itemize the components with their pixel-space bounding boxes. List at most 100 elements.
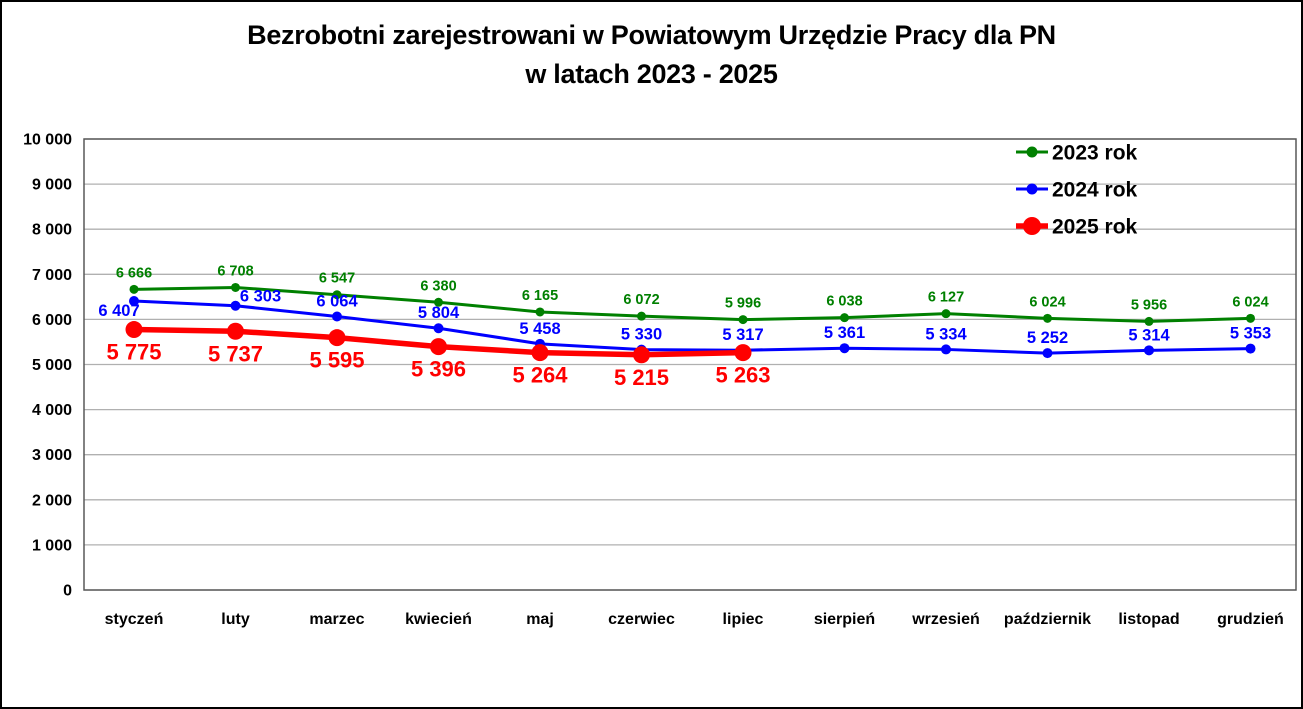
data-point-label: 6 303	[240, 288, 281, 306]
y-tick-label: 6 000	[32, 312, 72, 329]
gridlines	[84, 138, 1296, 591]
legend-label: 2024 rok	[1052, 179, 1138, 202]
data-point-marker	[637, 311, 646, 321]
data-point-marker	[1144, 316, 1154, 326]
y-tick-label: 7 000	[32, 267, 72, 284]
data-point-marker	[1043, 313, 1052, 323]
series-labels-2024-rok: 6 407 6 303 6 064 5 804 5 458 5 330 5 317 5 361…	[98, 288, 1271, 347]
data-point-marker	[1144, 345, 1154, 356]
data-point-marker	[1042, 348, 1053, 359]
data-point-label: 5 361	[824, 324, 865, 342]
legend-label: 2023 rok	[1052, 142, 1138, 165]
data-point-marker	[1246, 313, 1255, 323]
x-category-label: październik	[1004, 611, 1091, 628]
data-point-marker	[839, 343, 850, 354]
series-2023-rok	[129, 282, 1255, 326]
x-category-label: kwiecień	[405, 611, 472, 628]
y-axis-labels: 0 1 000 2 000 3 000 4 000 5 000 6 000 7 000 8 00…	[23, 132, 72, 600]
y-tick-label: 3 000	[32, 447, 72, 464]
legend-marker	[1026, 146, 1038, 158]
y-tick-label: 8 000	[32, 222, 72, 239]
data-point-marker	[941, 344, 951, 355]
data-point-label: 5 956	[1131, 297, 1167, 313]
y-tick-label: 2 000	[32, 492, 72, 509]
y-tick-label: 1 000	[32, 537, 72, 554]
legend-marker	[1026, 183, 1038, 195]
data-point-label: 6 072	[623, 292, 659, 308]
data-point-label: 5 334	[925, 325, 967, 343]
data-point-marker	[434, 297, 443, 307]
data-point-label: 5 317	[722, 326, 763, 344]
x-category-label: grudzień	[1217, 611, 1284, 628]
legend-item-2023-rok: 2023 rok	[1016, 142, 1138, 165]
legend: 2023 rok 2024 rok 2025 rok	[1016, 142, 1138, 239]
data-point-label: 5 252	[1027, 329, 1068, 347]
x-axis-labels: styczeń luty marzec kwiecień maj czerwiec lipi…	[105, 611, 1284, 628]
data-point-marker	[332, 311, 342, 322]
legend-label: 2025 rok	[1052, 216, 1138, 239]
data-point-label: 6 708	[217, 263, 253, 279]
data-point-label: 5 737	[208, 341, 263, 366]
legend-item-2025-rok: 2025 rok	[1016, 216, 1138, 239]
series-labels-2023-rok: 6 666 6 708 6 547 6 380 6 165 6 072 5 996 6 038…	[116, 263, 1269, 313]
data-point-marker	[125, 321, 143, 339]
x-category-label: czerwiec	[608, 611, 675, 628]
data-point-marker	[227, 322, 244, 340]
legend-item-2024-rok: 2024 rok	[1016, 179, 1138, 202]
data-point-label: 6 024	[1232, 294, 1268, 310]
data-point-marker	[129, 284, 139, 294]
data-point-marker	[230, 300, 241, 311]
data-point-label: 5 330	[621, 326, 662, 344]
data-point-marker	[1245, 343, 1256, 354]
data-point-label: 6 024	[1029, 294, 1065, 310]
data-point-marker	[633, 346, 650, 364]
x-category-label: sierpień	[814, 611, 875, 628]
x-category-label: listopad	[1118, 611, 1179, 628]
data-point-label: 6 666	[116, 265, 152, 281]
x-category-label: maj	[526, 611, 554, 628]
x-category-label: styczeń	[105, 611, 164, 628]
data-point-label: 5 595	[309, 348, 364, 373]
data-point-label: 5 314	[1128, 326, 1170, 344]
data-point-label: 5 263	[715, 363, 770, 388]
x-category-label: lipiec	[723, 611, 764, 628]
data-point-label: 5 396	[411, 357, 466, 382]
data-point-label: 5 264	[512, 363, 568, 388]
data-point-label: 6 038	[826, 294, 862, 310]
data-point-marker	[531, 344, 549, 362]
data-point-label: 5 775	[106, 340, 161, 365]
series-line	[132, 299, 1252, 355]
data-point-label: 6 380	[420, 278, 456, 294]
data-point-label: 5 804	[418, 304, 460, 322]
data-point-label: 6 165	[522, 288, 558, 304]
data-point-marker	[734, 344, 752, 362]
data-point-marker	[535, 307, 545, 317]
y-tick-label: 9 000	[32, 177, 72, 194]
x-category-label: marzec	[309, 611, 364, 628]
data-point-marker	[941, 309, 951, 319]
data-point-marker	[332, 290, 342, 300]
x-category-label: wrzesień	[911, 611, 980, 628]
plot-frame	[83, 138, 1297, 591]
data-point-marker	[231, 282, 240, 292]
chart-title-line2: w latach 2023 - 2025	[525, 59, 778, 89]
y-tick-label: 0	[63, 583, 72, 600]
chart-title-line1: Bezrobotni zarejestrowani w Powiatowym U…	[247, 20, 1056, 50]
data-point-marker	[433, 323, 444, 334]
data-point-marker	[328, 329, 346, 347]
data-point-label: 5 458	[519, 320, 560, 338]
data-point-label: 6 127	[928, 290, 964, 306]
y-tick-label: 10 000	[23, 132, 72, 149]
chart-title: Bezrobotni zarejestrowani w Powiatowym U…	[2, 16, 1301, 94]
series-2024-rok	[129, 296, 1256, 359]
data-point-marker	[840, 313, 849, 323]
data-point-label: 6 064	[316, 293, 358, 311]
data-point-label: 5 353	[1230, 325, 1271, 343]
data-point-marker	[430, 338, 447, 356]
data-point-label: 6 407	[98, 302, 139, 320]
data-point-label: 5 215	[614, 365, 669, 390]
series-line	[132, 285, 1252, 323]
data-point-label: 5 996	[725, 296, 761, 312]
series-2025-rok	[125, 321, 752, 364]
